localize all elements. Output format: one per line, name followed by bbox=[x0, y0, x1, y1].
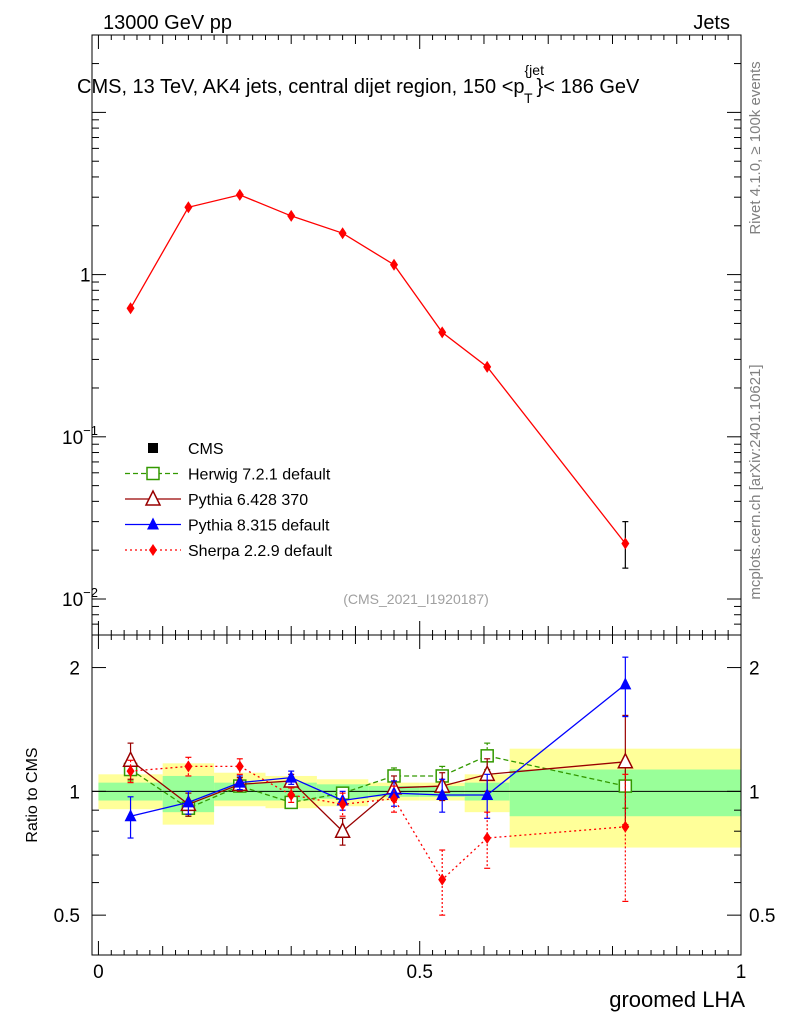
ratio-uncertainty-bands bbox=[98, 748, 741, 848]
main-y-tick-label: 1 bbox=[80, 266, 91, 287]
legend-label: Sherpa 2.2.9 default bbox=[188, 543, 333, 560]
x-tick-label: 0 bbox=[93, 962, 104, 983]
ratio-data-point bbox=[436, 787, 449, 800]
ratio-data-point bbox=[184, 760, 193, 773]
ratio-y-tick-label-right: 1 bbox=[749, 782, 760, 803]
ratio-data-point bbox=[338, 798, 347, 811]
rivet-version-label: Rivet 4.1.0, ≥ 100k events bbox=[747, 61, 764, 234]
main-data-point bbox=[483, 360, 492, 373]
legend-marker bbox=[149, 544, 157, 556]
ratio-series-line bbox=[130, 755, 626, 809]
ratio-y-axis-label: Ratio to CMS bbox=[24, 747, 41, 842]
ratio-axes: 0.5 0.5 1 1 2 2 0 0.5 1 bbox=[54, 635, 775, 983]
ratio-y-tick-label-left: 0.5 bbox=[54, 906, 80, 927]
ratio-data-point bbox=[388, 786, 401, 799]
ratio-data-point bbox=[235, 760, 244, 773]
ratio-data-point bbox=[182, 795, 195, 808]
ratio-data-point bbox=[233, 775, 246, 788]
header-jets-label: Jets bbox=[693, 12, 730, 34]
x-tick-label: 0.5 bbox=[407, 962, 433, 983]
legend-marker bbox=[144, 489, 162, 506]
main-data-point bbox=[287, 209, 296, 222]
title-subscript: T bbox=[524, 90, 533, 106]
ratio-plot-frame bbox=[91, 634, 742, 956]
mcplots-source-label: mcplots.cern.ch [arXiv:2401.10621] bbox=[747, 364, 764, 599]
main-axes: 10−2 10−1 1 bbox=[62, 34, 742, 636]
ratio-data-point bbox=[481, 787, 494, 800]
legend: CMS Herwig 7.2.1 default Pythia 6.428 370 P… bbox=[125, 441, 333, 560]
title-main-text: CMS, 13 TeV, AK4 jets, central dijet reg… bbox=[77, 76, 525, 98]
main-data-point bbox=[235, 188, 244, 201]
ratio-data-point bbox=[126, 765, 135, 778]
legend-label: CMS bbox=[188, 441, 224, 458]
ratio-y-tick-label-right: 0.5 bbox=[749, 906, 775, 927]
main-plot-title: CMS, 13 TeV, AK4 jets, central dijet reg… bbox=[77, 62, 640, 106]
main-y-tick-label: 10−1 bbox=[62, 423, 98, 449]
ratio-data-point bbox=[621, 820, 630, 833]
x-axis-label: groomed LHA bbox=[609, 987, 745, 1012]
legend-marker bbox=[146, 466, 160, 481]
ratio-data-point bbox=[438, 873, 447, 886]
svg-text:CMS, 13 TeV, AK4 jets, central: CMS, 13 TeV, AK4 jets, central dijet reg… bbox=[77, 62, 640, 106]
title-superscript: {jet bbox=[525, 62, 545, 78]
legend-label: Pythia 6.428 370 bbox=[188, 492, 308, 509]
x-tick-label: 1 bbox=[736, 962, 747, 983]
ratio-data-point bbox=[287, 788, 296, 801]
main-data-point bbox=[390, 258, 399, 271]
ratio-data-point bbox=[619, 677, 632, 690]
main-data-point bbox=[438, 326, 447, 339]
ratio-y-tick-label-right: 2 bbox=[749, 659, 760, 680]
ratio-y-tick-label-left: 2 bbox=[69, 659, 80, 680]
ratio-data-point bbox=[122, 750, 139, 768]
legend-label: Herwig 7.2.1 default bbox=[188, 467, 331, 484]
analysis-id-watermark: (CMS_2021_I1920187) bbox=[343, 591, 489, 607]
main-data-point bbox=[338, 227, 347, 240]
main-data-point bbox=[184, 201, 193, 214]
ratio-y-tick-label-left: 1 bbox=[69, 782, 80, 803]
ratio-series-group bbox=[126, 756, 630, 916]
ratio-data-point bbox=[483, 832, 492, 845]
main-data-point bbox=[126, 302, 135, 315]
ratio-data-point bbox=[334, 821, 351, 838]
ratio-data-point bbox=[390, 792, 399, 805]
ratio-data-layer bbox=[122, 656, 634, 916]
main-data-point bbox=[621, 537, 630, 550]
legend-marker bbox=[147, 517, 159, 530]
ratio-data-point bbox=[617, 752, 634, 769]
main-y-tick-label: 10−2 bbox=[62, 585, 98, 611]
legend-marker bbox=[148, 443, 158, 453]
ratio-data-point bbox=[285, 770, 298, 783]
title-tail-text: }< 186 GeV bbox=[537, 76, 641, 98]
legend-label: Pythia 8.315 default bbox=[188, 518, 330, 535]
main-data-layer bbox=[126, 188, 630, 569]
ratio-data-point bbox=[124, 809, 137, 822]
header-energy-label: 13000 GeV pp bbox=[103, 12, 232, 34]
